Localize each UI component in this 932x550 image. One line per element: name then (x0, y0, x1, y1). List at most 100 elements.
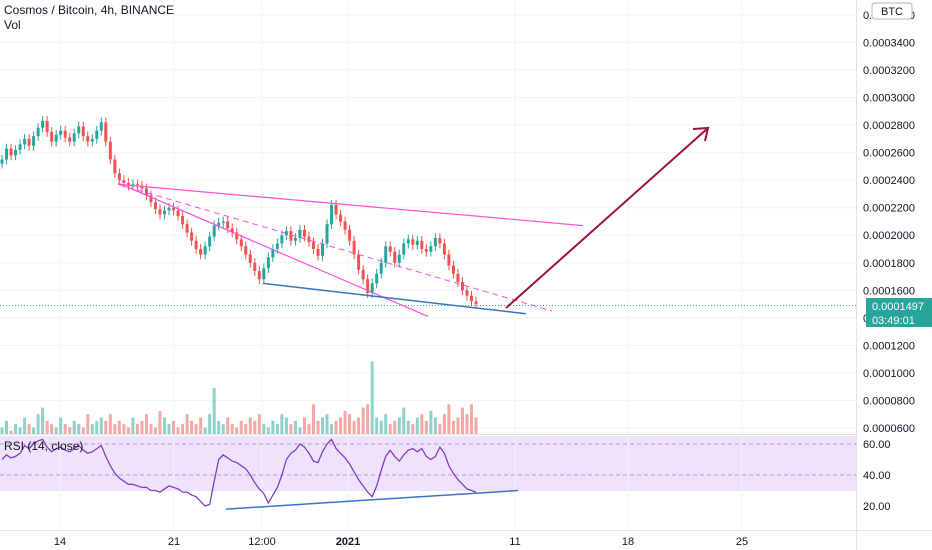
candle-body[interactable] (275, 243, 279, 250)
candle-body[interactable] (330, 204, 334, 225)
candle-body[interactable] (45, 120, 49, 133)
candle-body[interactable] (199, 249, 203, 255)
candle-body[interactable] (144, 188, 148, 196)
candle-body[interactable] (135, 184, 139, 186)
projection-arrow[interactable] (505, 127, 709, 309)
candle-body[interactable] (402, 243, 406, 255)
candle-body[interactable] (181, 215, 185, 225)
candle-body[interactable] (208, 236, 212, 247)
candle-body[interactable] (379, 262, 383, 274)
candle-body[interactable] (221, 221, 225, 223)
candle-body[interactable] (248, 254, 252, 263)
candle-body[interactable] (325, 224, 329, 244)
candle-body[interactable] (41, 120, 45, 128)
candle-body[interactable] (59, 130, 63, 135)
candle-body[interactable] (397, 254, 401, 263)
candle-body[interactable] (235, 232, 239, 240)
candle-body[interactable] (474, 301, 478, 305)
candle-body[interactable] (77, 126, 81, 134)
candle-body[interactable] (153, 202, 157, 210)
candle-body[interactable] (86, 136, 90, 142)
candle-body[interactable] (140, 185, 144, 189)
candle-body[interactable] (433, 237, 437, 247)
candle-body[interactable] (406, 239, 410, 244)
candle-body[interactable] (384, 246, 388, 263)
candle-body[interactable] (149, 195, 153, 203)
candle-body[interactable] (158, 209, 162, 215)
candle-body[interactable] (0, 159, 4, 164)
candle-body[interactable] (18, 144, 22, 150)
candle-body[interactable] (271, 249, 275, 258)
wedge-lower-line[interactable] (117, 182, 429, 318)
candle-body[interactable] (469, 295, 473, 302)
candle-body[interactable] (257, 271, 261, 280)
candle-body[interactable] (63, 130, 67, 138)
candle-body[interactable] (90, 138, 94, 142)
candle-body[interactable] (203, 246, 207, 255)
candle-body[interactable] (352, 240, 356, 255)
candle-body[interactable] (32, 136, 36, 146)
candle-body[interactable] (50, 132, 54, 142)
currency-badge[interactable] (871, 2, 913, 20)
candle-body[interactable] (465, 290, 469, 296)
candle-body[interactable] (375, 273, 379, 284)
candle-body[interactable] (226, 221, 230, 229)
candle-body[interactable] (68, 137, 72, 142)
candle-body[interactable] (185, 224, 189, 233)
candle-body[interactable] (451, 265, 455, 274)
candle-body[interactable] (131, 184, 135, 186)
candle-body[interactable] (239, 239, 243, 247)
candle-body[interactable] (388, 246, 392, 252)
candle-body[interactable] (302, 229, 306, 237)
candle-body[interactable] (429, 246, 433, 252)
candle-body[interactable] (370, 283, 374, 294)
time-axis[interactable]: 14 21 12:00 2021 11 18 25 (54, 536, 748, 548)
candle-body[interactable] (361, 269, 365, 280)
candle-body[interactable] (253, 262, 257, 272)
candle-body[interactable] (348, 229, 352, 241)
candle-body[interactable] (442, 243, 446, 255)
candle-body[interactable] (366, 279, 370, 294)
volume-legend[interactable]: Vol (4, 18, 21, 32)
candle-body[interactable] (411, 239, 415, 245)
candle-body[interactable] (334, 204, 338, 215)
candle-body[interactable] (190, 232, 194, 241)
candle-body[interactable] (5, 148, 9, 160)
candle-body[interactable] (456, 273, 460, 283)
candle-body[interactable] (293, 237, 297, 241)
candle-body[interactable] (266, 257, 270, 269)
candle-body[interactable] (117, 173, 121, 181)
wedge-upper-line[interactable] (117, 183, 584, 227)
candle-body[interactable] (172, 207, 176, 211)
support-trendline[interactable] (262, 282, 527, 315)
candlesticks[interactable] (0, 116, 478, 309)
candle-body[interactable] (298, 229, 302, 238)
candle-body[interactable] (126, 182, 130, 186)
candle-body[interactable] (9, 148, 13, 156)
candle-body[interactable] (122, 180, 126, 183)
candle-body[interactable] (447, 254, 451, 266)
candle-body[interactable] (393, 251, 397, 263)
candle-body[interactable] (262, 268, 266, 280)
candle-body[interactable] (316, 249, 320, 256)
candle-body[interactable] (244, 246, 248, 255)
candle-body[interactable] (415, 240, 419, 245)
rsi-legend[interactable]: RSI (14, close) (4, 439, 84, 453)
candle-body[interactable] (23, 138, 27, 145)
candle-body[interactable] (36, 127, 40, 137)
rsi-support-line[interactable] (225, 489, 519, 510)
candle-body[interactable] (104, 122, 108, 142)
candle-body[interactable] (27, 138, 31, 146)
candle-body[interactable] (280, 235, 284, 244)
candle-body[interactable] (113, 159, 117, 174)
candle-body[interactable] (357, 254, 361, 270)
price-axis[interactable]: 0.00036000.00034000.00032000.00030000.00… (863, 10, 915, 435)
wedge-mid-line[interactable] (117, 183, 553, 312)
candle-body[interactable] (311, 242, 315, 250)
candle-body[interactable] (99, 122, 103, 131)
symbol-title[interactable]: Cosmos / Bitcoin, 4h, BINANCE (4, 3, 175, 17)
candle-body[interactable] (167, 207, 171, 211)
candle-body[interactable] (230, 228, 234, 233)
candle-body[interactable] (163, 210, 167, 215)
